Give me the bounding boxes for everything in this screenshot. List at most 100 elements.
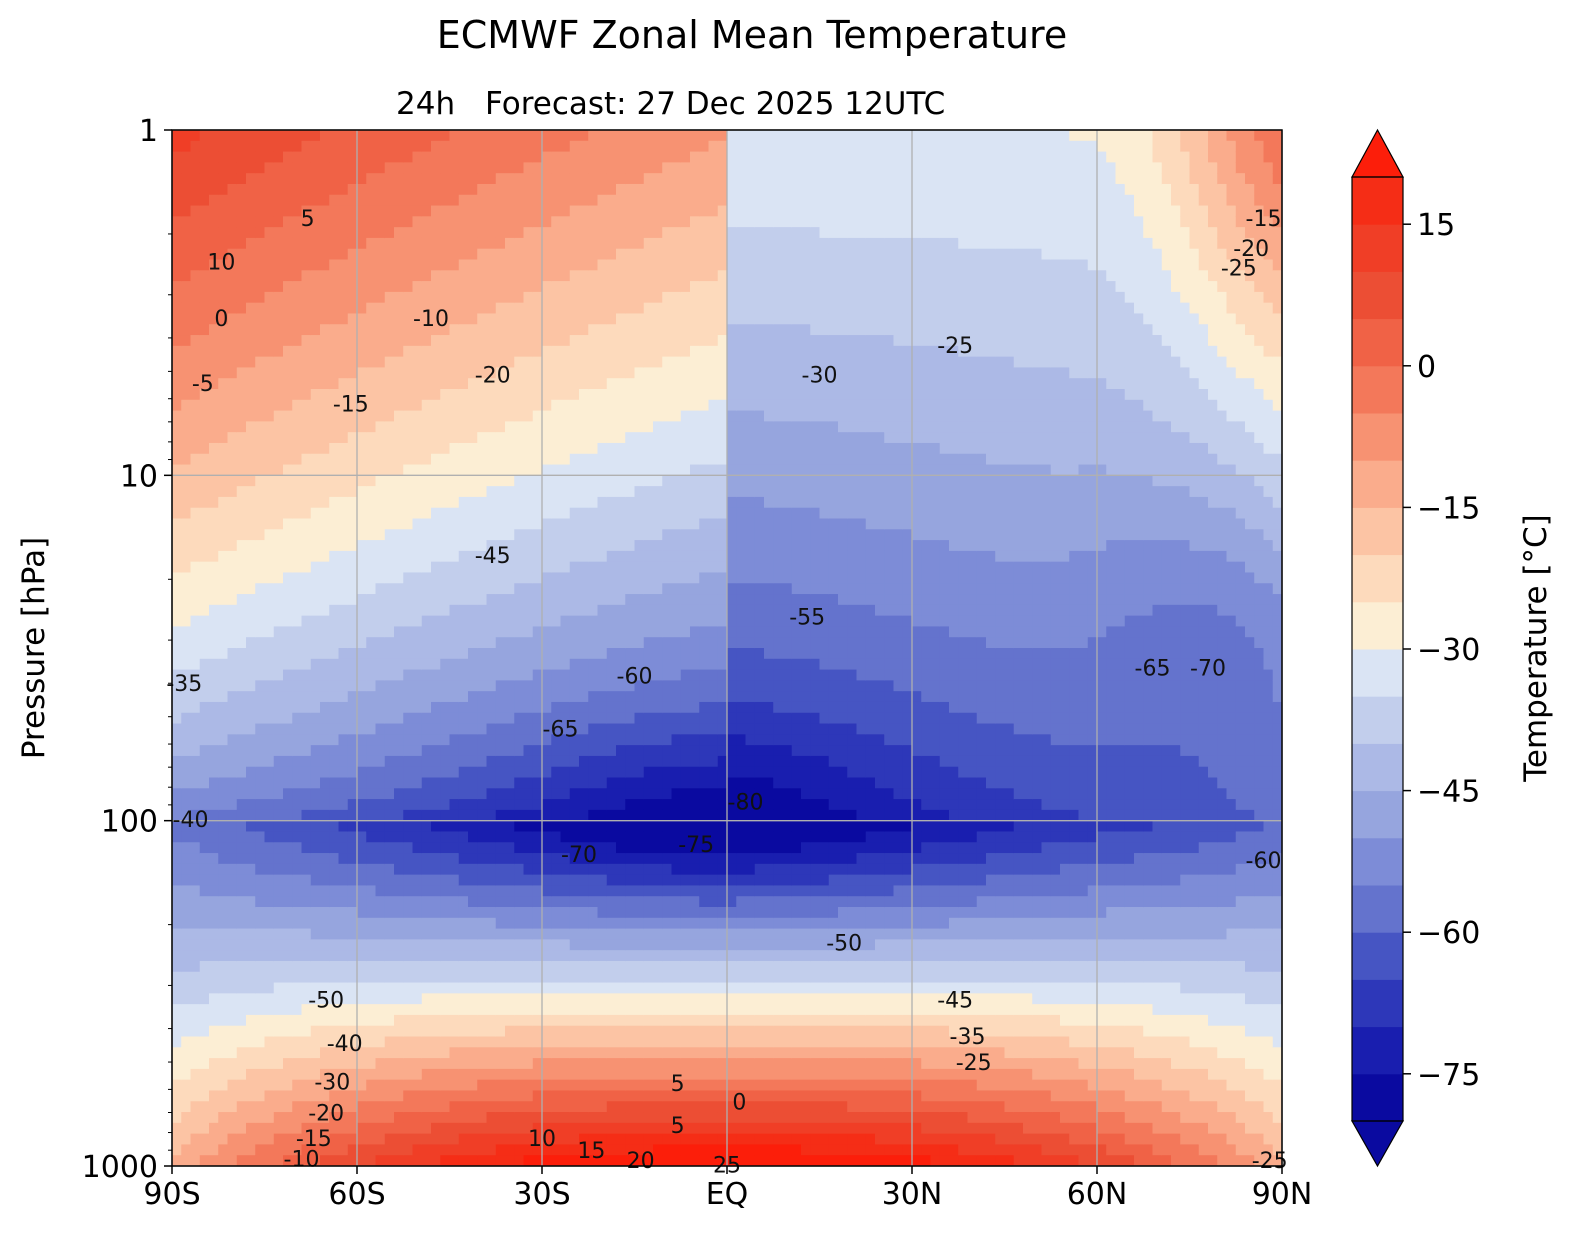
field-cell xyxy=(329,961,339,972)
field-cell xyxy=(292,162,302,173)
field-cell xyxy=(283,918,293,929)
field-cell xyxy=(246,389,256,400)
field-cell xyxy=(431,400,441,411)
field-cell xyxy=(385,443,395,454)
field-cell xyxy=(265,885,275,896)
field-cell xyxy=(172,594,182,605)
field-cell xyxy=(200,1058,210,1069)
field-cell xyxy=(542,357,552,368)
field-cell xyxy=(283,713,293,724)
field-cell xyxy=(385,1026,395,1037)
field-cell xyxy=(524,411,534,422)
field-cell xyxy=(246,778,256,789)
field-cell xyxy=(366,508,376,519)
field-cell xyxy=(514,778,524,789)
field-cell xyxy=(376,540,386,551)
field-cell xyxy=(551,670,561,681)
field-cell xyxy=(283,583,293,594)
field-cell xyxy=(625,281,635,292)
field-cell xyxy=(588,1015,598,1026)
field-cell xyxy=(477,529,487,540)
field-cell xyxy=(366,734,376,745)
field-cell xyxy=(329,572,339,583)
field-cell xyxy=(598,195,608,206)
field-cell xyxy=(561,152,571,163)
field-cell xyxy=(181,756,191,767)
field-cell xyxy=(283,443,293,454)
field-cell xyxy=(570,497,580,508)
field-cell xyxy=(422,1112,432,1123)
field-cell xyxy=(533,605,543,616)
field-cell xyxy=(514,1004,524,1015)
field-cell xyxy=(311,972,321,983)
field-cell xyxy=(339,378,349,389)
field-cell xyxy=(357,993,367,1004)
field-cell xyxy=(542,702,552,713)
field-cell xyxy=(588,389,598,400)
field-cell xyxy=(413,411,423,422)
field-cell xyxy=(311,562,321,573)
field-cell xyxy=(329,734,339,745)
field-cell xyxy=(487,810,497,821)
field-cell xyxy=(413,486,423,497)
field-cell xyxy=(459,206,469,217)
field-cell xyxy=(459,1090,469,1101)
field-cell xyxy=(357,1134,367,1145)
field-cell xyxy=(505,465,515,476)
field-cell xyxy=(320,864,330,875)
field-cell xyxy=(385,961,395,972)
field-cell xyxy=(246,1047,256,1058)
field-cell xyxy=(533,216,543,227)
field-cell xyxy=(644,475,654,486)
field-cell xyxy=(496,1123,506,1134)
field-cell xyxy=(348,767,358,778)
field-cell xyxy=(357,907,367,918)
field-cell xyxy=(598,421,608,432)
field-cell xyxy=(496,907,506,918)
field-cell xyxy=(413,1058,423,1069)
field-cell xyxy=(413,756,423,767)
field-cell xyxy=(311,713,321,724)
field-cell xyxy=(413,152,423,163)
field-cell xyxy=(265,184,275,195)
field-cell xyxy=(607,378,617,389)
field-cell xyxy=(468,583,478,594)
field-cell xyxy=(468,734,478,745)
field-cell xyxy=(246,292,256,303)
field-cell xyxy=(228,821,238,832)
field-cell xyxy=(607,972,617,983)
field-cell xyxy=(607,162,617,173)
field-cell xyxy=(237,767,247,778)
field-cell xyxy=(292,184,302,195)
field-cell xyxy=(570,173,580,184)
field-cell xyxy=(246,152,256,163)
field-cell xyxy=(551,810,561,821)
field-cell xyxy=(450,1155,460,1166)
field-cell xyxy=(283,281,293,292)
field-cell xyxy=(607,454,617,465)
field-cell xyxy=(440,583,450,594)
field-cell xyxy=(505,605,515,616)
field-cell xyxy=(561,400,571,411)
field-cell xyxy=(172,1112,182,1123)
field-cell xyxy=(431,724,441,735)
field-cell xyxy=(431,270,441,281)
field-cell xyxy=(218,486,228,497)
field-cell xyxy=(172,756,182,767)
field-cell xyxy=(292,583,302,594)
field-cell xyxy=(588,778,598,789)
field-cell xyxy=(477,853,487,864)
field-cell xyxy=(579,637,589,648)
field-cell xyxy=(505,680,515,691)
field-cell xyxy=(422,745,432,756)
field-cell xyxy=(228,853,238,864)
field-cell xyxy=(477,616,487,627)
field-cell xyxy=(635,896,645,907)
field-cell xyxy=(191,465,201,476)
field-cell xyxy=(376,648,386,659)
field-cell xyxy=(570,346,580,357)
field-cell xyxy=(329,540,339,551)
field-cell xyxy=(588,141,598,152)
field-cell xyxy=(394,993,404,1004)
field-cell xyxy=(561,572,571,583)
